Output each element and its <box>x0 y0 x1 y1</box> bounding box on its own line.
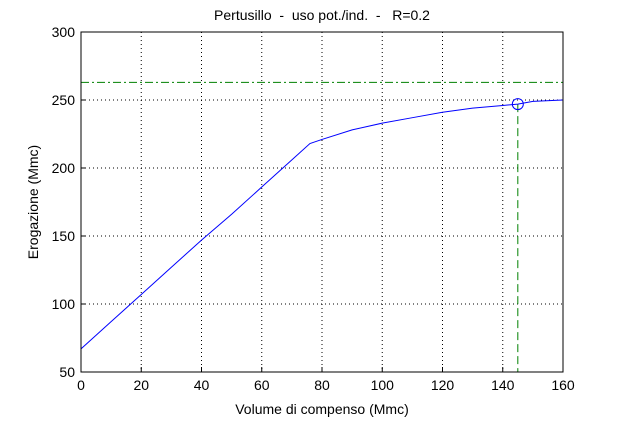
marker <box>511 98 524 111</box>
axes-box <box>80 31 564 373</box>
x-tick-label: 140 <box>491 377 515 393</box>
x-tick-label: 20 <box>133 377 149 393</box>
x-tick-label: 160 <box>551 377 575 393</box>
y-tick-label: 50 <box>59 364 75 380</box>
x-tick-label: 40 <box>194 377 210 393</box>
chart-title: Pertusillo - uso pot./ind. - R=0.2 <box>214 7 430 23</box>
y-tick-label: 250 <box>52 92 76 108</box>
x-tick-label: 80 <box>314 377 330 393</box>
data-line <box>80 99 564 350</box>
x-axis-label: Volume di compenso (Mmc) <box>235 401 409 417</box>
x-tick-label: 60 <box>254 377 270 393</box>
x-tick-label: 100 <box>371 377 395 393</box>
y-tick-label: 100 <box>52 296 76 312</box>
x-tick-label: 0 <box>77 377 85 393</box>
y-tick-label: 200 <box>52 160 76 176</box>
y-axis-label: Erogazione (Mmc) <box>25 145 41 259</box>
x-tick-label: 120 <box>431 377 455 393</box>
y-tick-label: 150 <box>52 228 76 244</box>
y-tick-label: 300 <box>52 24 76 40</box>
